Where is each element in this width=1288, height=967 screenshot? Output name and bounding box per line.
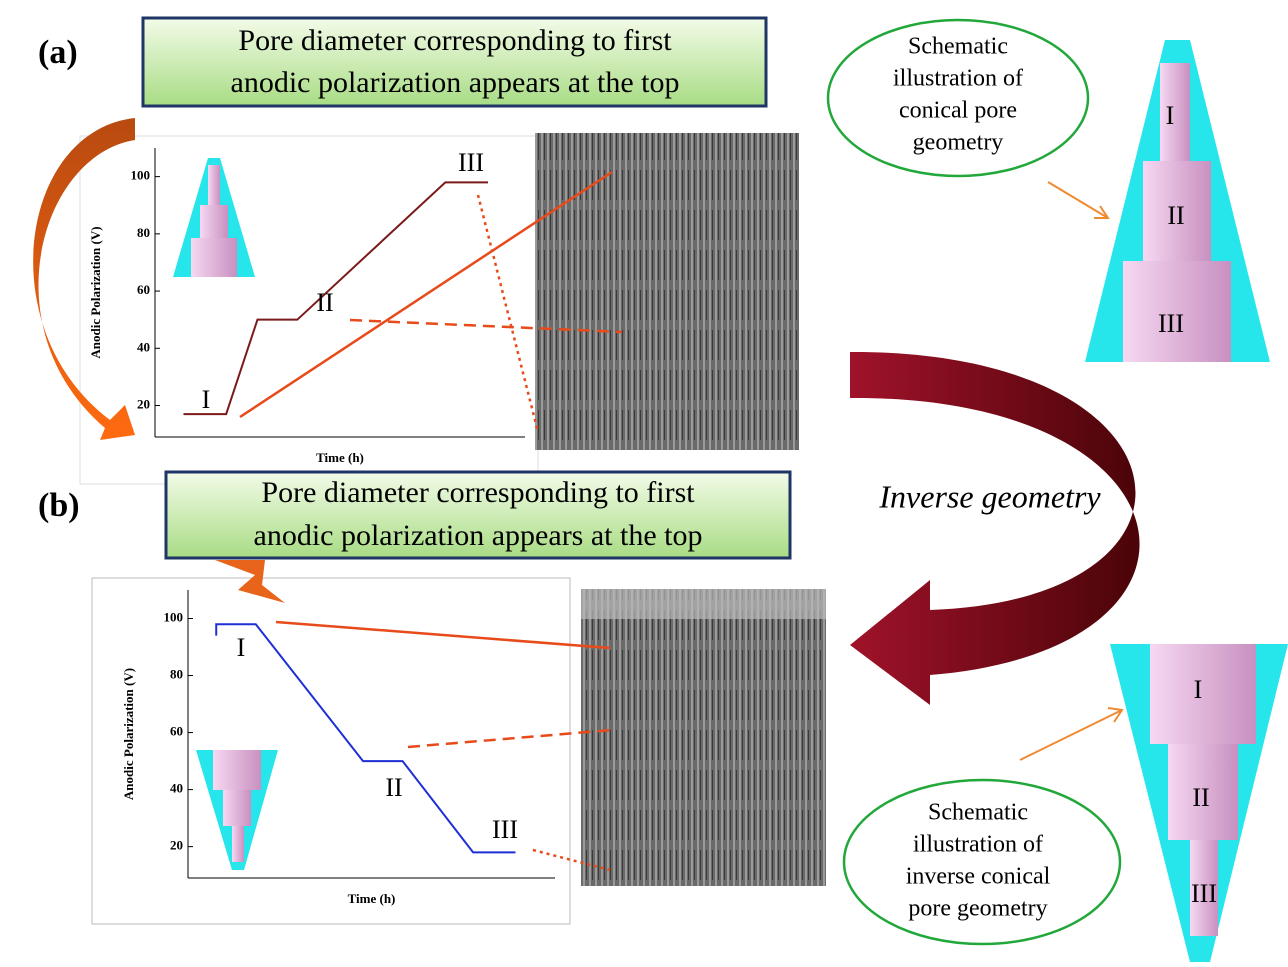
y-tick-label: 60 <box>170 724 183 739</box>
cloud-text: illustration of <box>913 832 1043 858</box>
annotation: III <box>492 815 518 844</box>
schematic-label: I <box>1194 675 1203 704</box>
inset-pore <box>208 165 220 205</box>
inset-pore <box>232 826 244 862</box>
schematic-pore <box>1150 644 1256 744</box>
y-axis-label: Anodic Polarization (V) <box>121 668 136 800</box>
cloud-text: illustration of <box>893 66 1023 92</box>
sem-image <box>535 133 799 450</box>
sem-surface <box>581 589 826 619</box>
annotation: II <box>316 288 333 317</box>
callout-text: Pore diameter corresponding to first <box>238 24 672 57</box>
callout-text: Pore diameter corresponding to first <box>261 476 695 509</box>
inset-pore <box>200 205 228 238</box>
cloud-text: pore geometry <box>908 896 1047 922</box>
inset-pore <box>191 238 237 277</box>
sem-image <box>581 589 826 886</box>
panel-label: (b) <box>38 487 80 524</box>
inset-pore <box>213 750 261 790</box>
annotation: I <box>202 385 211 414</box>
curved-arrow <box>850 352 1140 705</box>
y-tick-label: 100 <box>131 168 151 183</box>
x-axis-label: Time (h) <box>316 450 364 465</box>
y-tick-label: 40 <box>137 339 150 354</box>
schematic-label: III <box>1158 309 1184 338</box>
y-tick-label: 20 <box>170 838 183 853</box>
cloud-text: conical pore <box>899 98 1017 124</box>
y-tick-label: 20 <box>137 397 150 412</box>
schematic-label: III <box>1191 879 1217 908</box>
annotation: III <box>458 148 484 177</box>
y-tick-label: 60 <box>137 282 150 297</box>
cloud-text: Schematic <box>908 34 1008 60</box>
cloud-text: inverse conical <box>906 864 1051 890</box>
schematic-label: II <box>1192 783 1209 812</box>
chart-frame <box>92 578 570 924</box>
callout-text: anodic polarization appears at the top <box>254 519 703 552</box>
y-axis-label: Anodic Polarization (V) <box>88 226 103 358</box>
callout-text: anodic polarization appears at the top <box>231 66 680 99</box>
figure: Pore diameter corresponding to first ano… <box>0 0 1288 962</box>
y-tick-label: 100 <box>164 609 184 624</box>
panel-label: (a) <box>38 34 78 71</box>
schematic-label: I <box>1166 101 1175 130</box>
schematic-pore <box>1160 63 1190 161</box>
y-tick-label: 80 <box>170 667 183 682</box>
cloud-text: geometry <box>913 130 1004 156</box>
y-tick-label: 80 <box>137 225 150 240</box>
inset-pore <box>223 790 251 826</box>
y-tick-label: 40 <box>170 781 183 796</box>
inverse-label: Inverse geometry <box>878 478 1101 514</box>
annotation: II <box>385 773 402 802</box>
cloud-text: Schematic <box>928 800 1028 826</box>
x-axis-label: Time (h) <box>348 891 396 906</box>
annotation: I <box>237 633 246 662</box>
schematic-label: II <box>1167 201 1184 230</box>
